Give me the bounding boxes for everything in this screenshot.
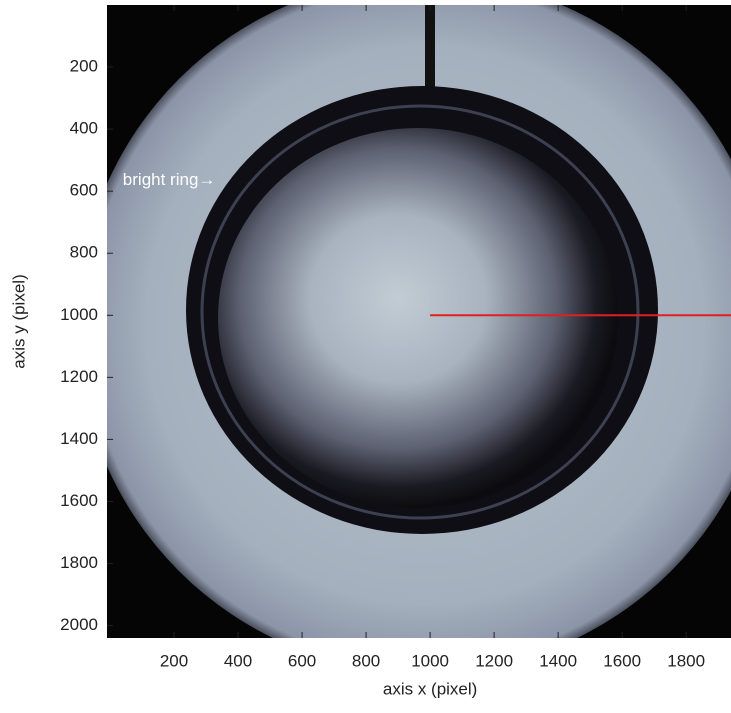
x-tick-label: 1000 (411, 651, 449, 670)
x-tick-label: 1400 (539, 651, 577, 670)
x-tick-label: 800 (352, 651, 380, 670)
y-tick-label: 1800 (60, 553, 98, 572)
chart: 200 400 600 800 1000 1200 1400 1600 1800 200 400 60… (0, 0, 731, 713)
y-tick-label: 800 (70, 243, 98, 262)
x-tick-label: 1200 (475, 651, 513, 670)
x-tick-label: 200 (160, 651, 188, 670)
x-axis-label: axis x (pixel) (383, 679, 477, 698)
annotation: bright ring→ (123, 170, 216, 189)
x-tick-label: 600 (288, 651, 316, 670)
y-tick-label: 1600 (60, 491, 98, 510)
x-tick-label: 400 (224, 651, 252, 670)
image (77, 0, 731, 673)
x-tick-label: 1600 (603, 651, 641, 670)
y-tick-label: 600 (70, 181, 98, 200)
y-tick-label: 1400 (60, 429, 98, 448)
y-tick-label: 2000 (60, 615, 98, 634)
y-axis-label: axis y (pixel) (9, 274, 28, 368)
y-tick-label: 1200 (60, 367, 98, 386)
y-tick-label: 200 (70, 57, 98, 76)
y-tick-label: 400 (70, 119, 98, 138)
y-tick-label: 1000 (60, 305, 98, 324)
x-tick-label: 1800 (667, 651, 705, 670)
